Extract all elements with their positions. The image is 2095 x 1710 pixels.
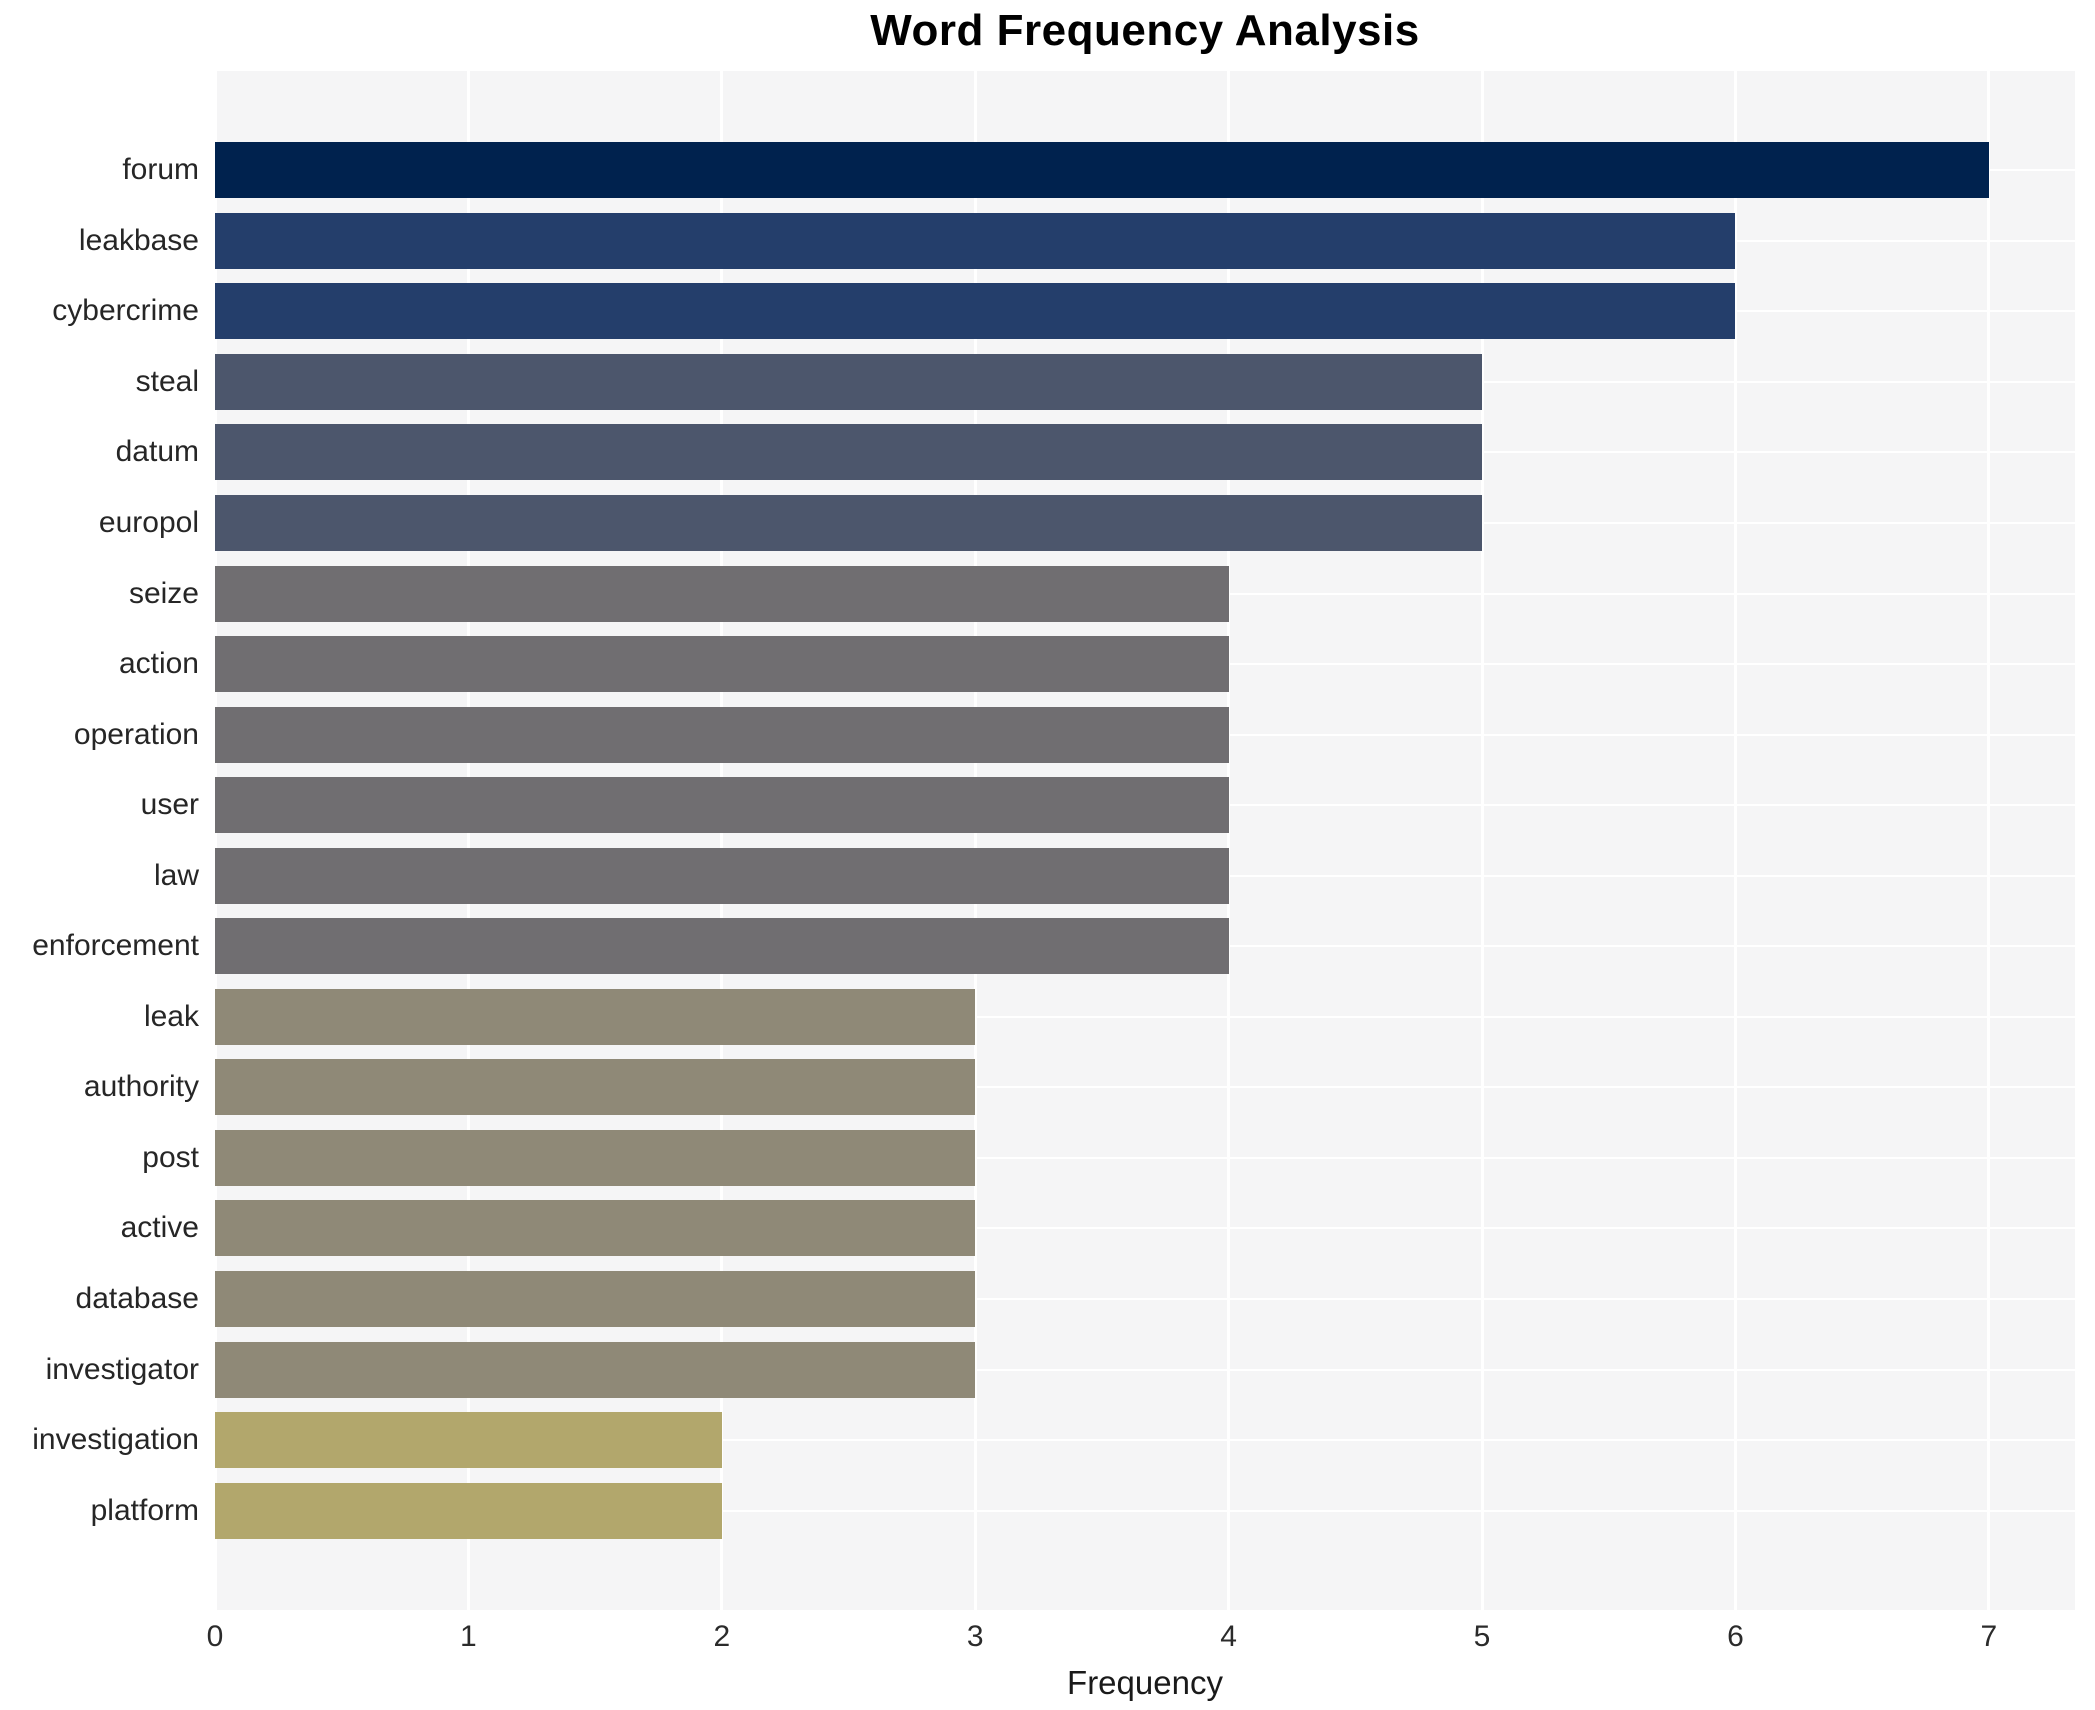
category-label: post bbox=[142, 1140, 199, 1174]
bar-row: leak bbox=[144, 982, 2075, 1053]
category-label: user bbox=[140, 788, 199, 822]
horizontal-gridline bbox=[215, 1439, 2075, 1442]
x-tick-label: 3 bbox=[966, 1620, 984, 1653]
bar-row: europol bbox=[99, 488, 2075, 559]
bar-row: enforcement bbox=[32, 911, 2075, 982]
x-tick-label: 1 bbox=[460, 1620, 477, 1653]
category-label: active bbox=[120, 1211, 199, 1245]
category-label: leak bbox=[143, 999, 199, 1033]
bar-row: platform bbox=[91, 1475, 2075, 1546]
category-label: seize bbox=[128, 576, 199, 610]
bar-row: law bbox=[154, 840, 2075, 911]
x-tick-label: 0 bbox=[206, 1620, 224, 1653]
bar-row: post bbox=[142, 1123, 2075, 1194]
bar bbox=[215, 495, 1483, 551]
category-label: leakbase bbox=[78, 223, 199, 257]
bar-row: seize bbox=[129, 558, 2075, 629]
bar bbox=[215, 424, 1483, 481]
bar bbox=[215, 353, 1483, 410]
bar-rows: forum leakbase cybercrime steal datum europol… bbox=[32, 71, 2075, 1610]
bar-row: leakbase bbox=[79, 206, 2075, 277]
bar bbox=[215, 1341, 976, 1398]
bar bbox=[215, 565, 1229, 622]
bar bbox=[215, 1412, 722, 1469]
vertical-gridline bbox=[466, 71, 470, 1610]
bar-row: cybercrime bbox=[52, 276, 2075, 347]
bar bbox=[215, 142, 1989, 199]
bar-row: database bbox=[76, 1264, 2075, 1335]
bar bbox=[215, 706, 1229, 763]
x-tick-label: 7 bbox=[1980, 1620, 1998, 1653]
bar-row: action bbox=[119, 629, 2075, 700]
category-label: steal bbox=[135, 364, 199, 398]
category-label: action bbox=[118, 647, 199, 681]
x-tick-label: 2 bbox=[713, 1620, 731, 1653]
horizontal-gridline bbox=[215, 1509, 2075, 1512]
x-axis-ticks: 0 1 2 3 4 5 6 7 bbox=[207, 1620, 2075, 1664]
horizontal-gridline bbox=[215, 1227, 2075, 1230]
category-label: law bbox=[153, 858, 199, 892]
gridlines bbox=[213, 71, 2075, 1610]
bar bbox=[215, 636, 1229, 693]
x-axis-label: Frequency bbox=[1067, 1664, 1223, 1701]
horizontal-gridline bbox=[215, 1368, 2075, 1371]
horizontal-gridline bbox=[215, 1156, 2075, 1159]
vertical-gridline bbox=[1733, 71, 1737, 1610]
bar-row: investigator bbox=[46, 1334, 2075, 1405]
bar-row: active bbox=[121, 1193, 2075, 1264]
bar bbox=[215, 1129, 976, 1186]
bar bbox=[215, 1271, 976, 1328]
x-tick-label: 4 bbox=[1220, 1620, 1237, 1653]
chart-title: Word Frequency Analysis bbox=[870, 6, 1420, 55]
bar bbox=[215, 1482, 722, 1539]
vertical-gridline bbox=[1480, 71, 1484, 1610]
bar-row: authority bbox=[84, 1052, 2075, 1123]
x-tick-label: 6 bbox=[1727, 1620, 1744, 1653]
category-label: datum bbox=[115, 435, 199, 469]
bar bbox=[215, 1200, 976, 1257]
category-label: authority bbox=[83, 1070, 199, 1104]
bar bbox=[215, 847, 1229, 904]
category-label: platform bbox=[90, 1493, 199, 1527]
bar bbox=[215, 1059, 976, 1116]
bar bbox=[215, 918, 1229, 975]
category-label: database bbox=[75, 1282, 199, 1316]
bar bbox=[215, 212, 1736, 269]
vertical-gridline bbox=[720, 71, 724, 1610]
category-label: operation bbox=[73, 717, 199, 751]
category-label: forum bbox=[122, 153, 199, 187]
bar-row: datum bbox=[116, 417, 2075, 488]
vertical-gridline bbox=[213, 71, 217, 1610]
category-label: enforcement bbox=[32, 929, 199, 963]
bar-row: investigation bbox=[32, 1405, 2075, 1476]
bar bbox=[215, 988, 976, 1045]
bar-row: user bbox=[141, 770, 2075, 841]
vertical-gridline bbox=[973, 71, 977, 1610]
vertical-gridline bbox=[1987, 71, 1991, 1610]
bar bbox=[215, 283, 1736, 340]
horizontal-gridline bbox=[215, 1086, 2075, 1089]
plot-area: forum leakbase cybercrime steal datum europol… bbox=[32, 71, 2075, 1610]
category-label: investigation bbox=[32, 1423, 199, 1457]
bar bbox=[215, 777, 1229, 834]
horizontal-gridline bbox=[215, 1298, 2075, 1301]
bar-row: operation bbox=[74, 699, 2075, 770]
vertical-gridline bbox=[1227, 71, 1231, 1610]
bar-row: forum bbox=[122, 135, 2075, 206]
category-label: cybercrime bbox=[52, 294, 199, 328]
x-tick-label: 5 bbox=[1473, 1620, 1491, 1653]
horizontal-gridline bbox=[215, 1015, 2075, 1018]
category-label: investigator bbox=[45, 1352, 199, 1386]
bar-row: steal bbox=[136, 347, 2075, 418]
category-label: europol bbox=[98, 506, 199, 539]
